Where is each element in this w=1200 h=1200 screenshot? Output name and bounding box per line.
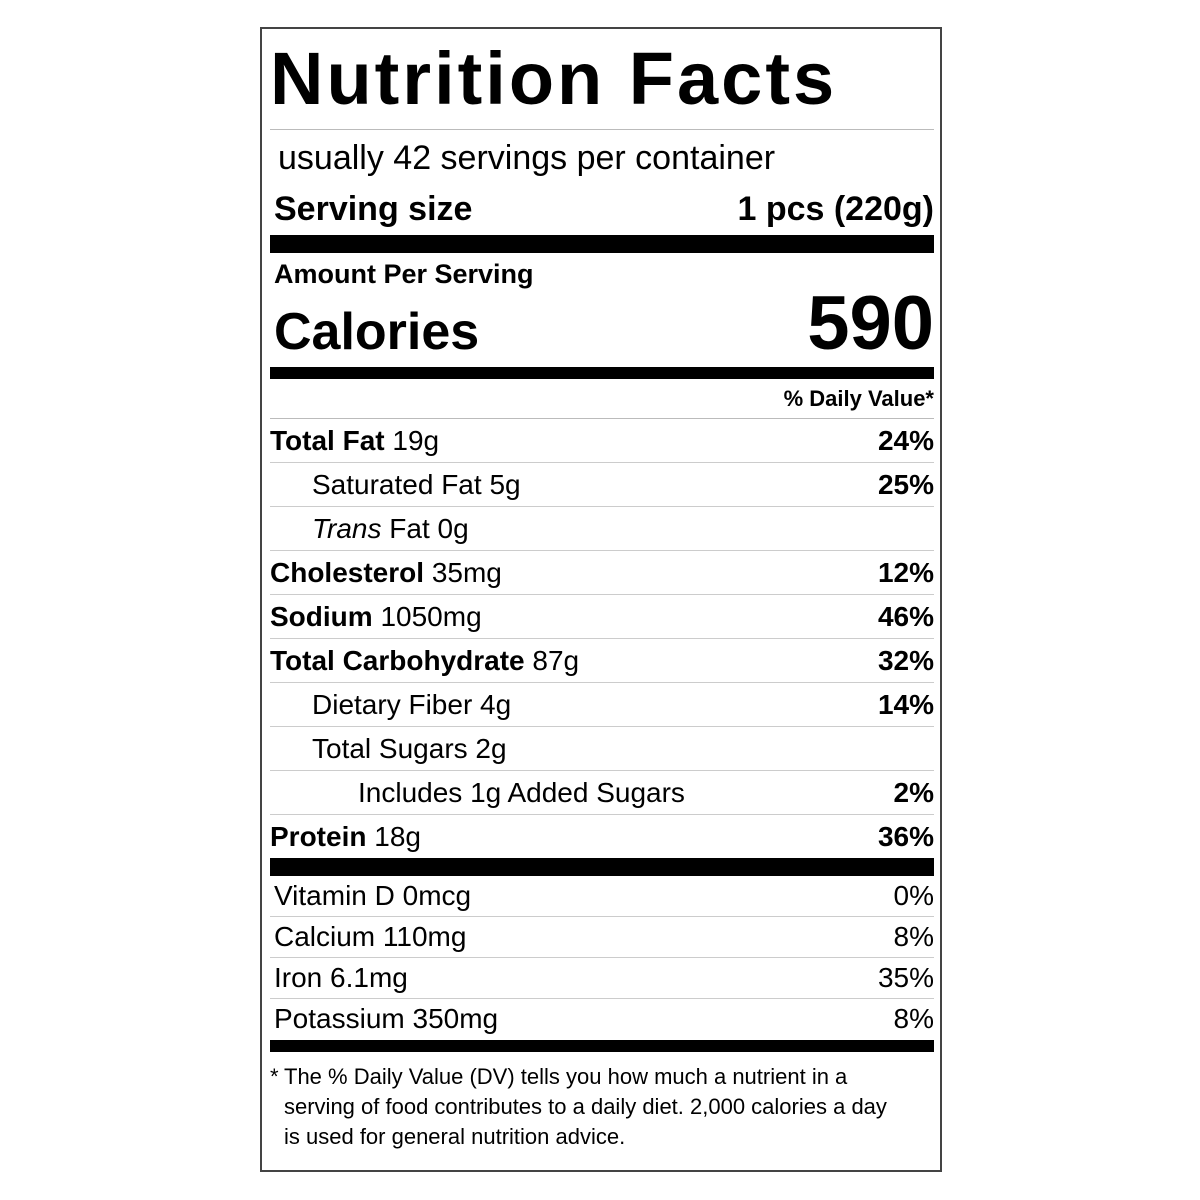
nutrient-row: Saturated Fat 5g 25% <box>270 463 934 507</box>
thick-rule <box>270 235 934 253</box>
nutrient-left: Dietary Fiber 4g <box>270 689 511 721</box>
nutrient-name-italic: Trans <box>312 512 382 544</box>
vitamin-amount: 0mcg <box>402 880 472 911</box>
vitamin-row: Potassium 350mg 8% <box>270 999 934 1039</box>
nutrient-row: Total Carbohydrate 87g 32% <box>270 639 934 683</box>
nutrient-amount: 0g <box>437 512 469 544</box>
nutrient-name: Total Fat <box>270 424 385 456</box>
nutrient-row: Total Fat 19g 24% <box>270 419 934 463</box>
nutrient-left: Includes 1g Added Sugars <box>270 777 685 809</box>
thick-rule <box>270 1040 934 1052</box>
nutrient-amount: 19g <box>392 424 440 456</box>
vitamin-amount: 6.1mg <box>330 962 408 993</box>
nutrient-left: Cholesterol 35mg <box>270 557 502 589</box>
serving-size: Serving size 1 pcs (220g) <box>270 183 934 235</box>
nutrient-row: Trans Fat 0g <box>270 507 934 551</box>
vitamin-row: Calcium 110mg 8% <box>270 917 934 958</box>
nutrient-name: Fat <box>389 512 430 544</box>
nutrient-dv: 2% <box>893 776 934 808</box>
vitamin-dv: 0% <box>893 880 934 911</box>
vitamin-name: Iron <box>274 962 323 993</box>
nutrient-name: Total Carbohydrate <box>270 644 525 676</box>
servings: usually 42 servings per container <box>278 139 776 177</box>
vitamin-name: Potassium <box>274 1003 405 1034</box>
calories-label: Calories <box>274 303 480 361</box>
footnote-text: The % Daily Value (DV) tells you how muc… <box>284 1064 887 1149</box>
vitamin-name: Calcium <box>274 921 376 952</box>
nutrient-row: Total Sugars 2g <box>270 727 934 771</box>
nutrient-name: Includes 1g Added Sugars <box>358 776 685 808</box>
nutrient-name: Saturated Fat <box>312 468 482 500</box>
nutrient-dv: 46% <box>877 600 934 632</box>
vitamin-left: Potassium 350mg <box>274 1003 498 1035</box>
nutrient-left: Trans Fat 0g <box>270 513 469 545</box>
nutrient-amount: 35mg <box>431 556 502 588</box>
calories-value: 590 <box>807 281 934 366</box>
footnote: * The % Daily Value (DV) tells you how m… <box>270 1052 934 1152</box>
nutrient-amount: 4g <box>480 688 512 720</box>
nutrient-amount: 5g <box>489 468 521 500</box>
nutrient-row: Includes 1g Added Sugars 2% <box>270 771 934 815</box>
nutrient-row: Protein 18g 36% <box>270 815 934 858</box>
vitamin-left: Vitamin D 0mcg <box>274 880 471 912</box>
serving-size-label: Serving size <box>274 190 473 228</box>
vitamin-dv: 8% <box>893 1003 934 1034</box>
daily-value-header: % Daily Value* <box>270 379 934 419</box>
vitamin-row: Vitamin D 0mcg 0% <box>270 876 934 917</box>
nutrient-name: Cholesterol <box>270 556 425 588</box>
title: Nutrition Facts <box>270 29 934 130</box>
calories: Calories 590 <box>270 281 934 366</box>
nutrient-row: Sodium 1050mg 46% <box>270 595 934 639</box>
nutrition-label: Nutrition Facts usually 42 servings per … <box>260 27 942 1172</box>
vitamin-row: Iron 6.1mg 35% <box>270 958 934 999</box>
nutrient-row: Dietary Fiber 4g 14% <box>270 683 934 727</box>
nutrient-amount: 18g <box>374 820 421 852</box>
vitamin-left: Calcium 110mg <box>274 921 466 953</box>
nutrient-dv: 25% <box>877 468 934 500</box>
vitamin-amount: 110mg <box>382 921 467 952</box>
footnote-marker: * <box>270 1064 279 1089</box>
nutrient-left: Protein 18g <box>270 821 421 853</box>
nutrient-name: Total Sugars <box>312 732 468 764</box>
nutrient-dv: 32% <box>877 644 934 676</box>
nutrient-left: Total Carbohydrate 87g <box>270 645 579 677</box>
vitamin-amount: 350mg <box>412 1003 499 1034</box>
nutrient-left: Total Fat 19g <box>270 425 439 457</box>
nutrient-left: Saturated Fat 5g <box>270 469 521 501</box>
nutrient-dv: 36% <box>877 820 934 852</box>
vitamin-dv: 8% <box>893 921 934 952</box>
nutrient-name: Sodium <box>270 600 373 632</box>
nutrient-name: Protein <box>270 820 367 852</box>
nutrient-dv: 12% <box>877 556 934 588</box>
nutrient-amount: 2g <box>475 732 507 764</box>
thick-rule <box>270 858 934 876</box>
nutrient-dv: 24% <box>877 424 934 456</box>
nutrient-amount: 1050mg <box>380 600 482 632</box>
vitamin-dv: 35% <box>877 962 934 993</box>
nutrients: Total Fat 19g 24% Saturated Fat 5g 25% Trans… <box>270 419 934 858</box>
vitamin-left: Iron 6.1mg <box>274 962 408 994</box>
vitamin-name: Vitamin D <box>274 880 395 911</box>
nutrient-left: Sodium 1050mg <box>270 601 482 633</box>
nutrient-dv: 14% <box>877 688 934 720</box>
nutrient-name: Dietary Fiber <box>312 688 473 720</box>
vitamins: Vitamin D 0mcg 0% Calcium 110mg 8% Iron 6.1m… <box>270 876 934 1039</box>
amount-per-serving: Amount Per Serving <box>274 259 534 289</box>
serving-size-value: 1 pcs (220g) <box>737 190 934 228</box>
nutrient-row: Cholesterol 35mg 12% <box>270 551 934 595</box>
nutrient-left: Total Sugars 2g <box>270 733 507 765</box>
thick-rule <box>270 367 934 379</box>
nutrient-amount: 87g <box>532 644 580 676</box>
